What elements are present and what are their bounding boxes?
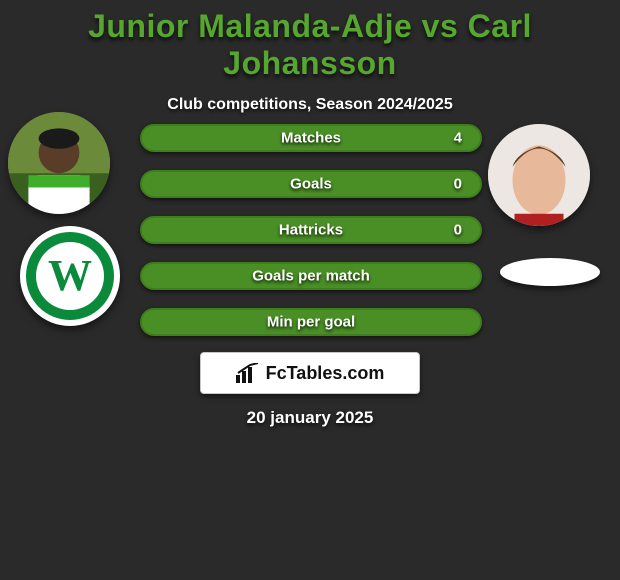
branding-box: FcTables.com bbox=[200, 352, 420, 394]
right-player-avatar-art bbox=[488, 124, 590, 226]
left-player-avatar bbox=[8, 112, 110, 214]
left-club-badge-art: W bbox=[20, 226, 120, 326]
right-club-badge bbox=[500, 258, 600, 286]
left-player-avatar-art bbox=[8, 112, 110, 214]
branding-icon bbox=[236, 363, 260, 383]
stat-row-min-per-goal: Min per goal bbox=[140, 308, 482, 336]
stat-label: Goals bbox=[142, 176, 480, 193]
page-title: Junior Malanda-Adje vs Carl Johansson bbox=[0, 0, 620, 82]
branding-text: FcTables.com bbox=[266, 363, 385, 384]
stat-value-right: 4 bbox=[454, 130, 462, 147]
left-club-badge: W bbox=[20, 226, 120, 326]
stat-label: Goals per match bbox=[142, 268, 480, 285]
stat-label: Hattricks bbox=[142, 222, 480, 239]
right-player-avatar bbox=[488, 124, 590, 226]
stat-row-matches: Matches4 bbox=[140, 124, 482, 152]
stat-row-goals-per-match: Goals per match bbox=[140, 262, 482, 290]
left-club-letter: W bbox=[48, 251, 92, 300]
stat-row-goals: Goals0 bbox=[140, 170, 482, 198]
stat-value-right: 0 bbox=[454, 222, 462, 239]
stat-label: Min per goal bbox=[142, 314, 480, 331]
stat-label: Matches bbox=[142, 130, 480, 147]
date-text: 20 january 2025 bbox=[0, 408, 620, 428]
subtitle: Club competitions, Season 2024/2025 bbox=[0, 96, 620, 114]
stat-value-right: 0 bbox=[454, 176, 462, 193]
stat-row-hattricks: Hattricks0 bbox=[140, 216, 482, 244]
